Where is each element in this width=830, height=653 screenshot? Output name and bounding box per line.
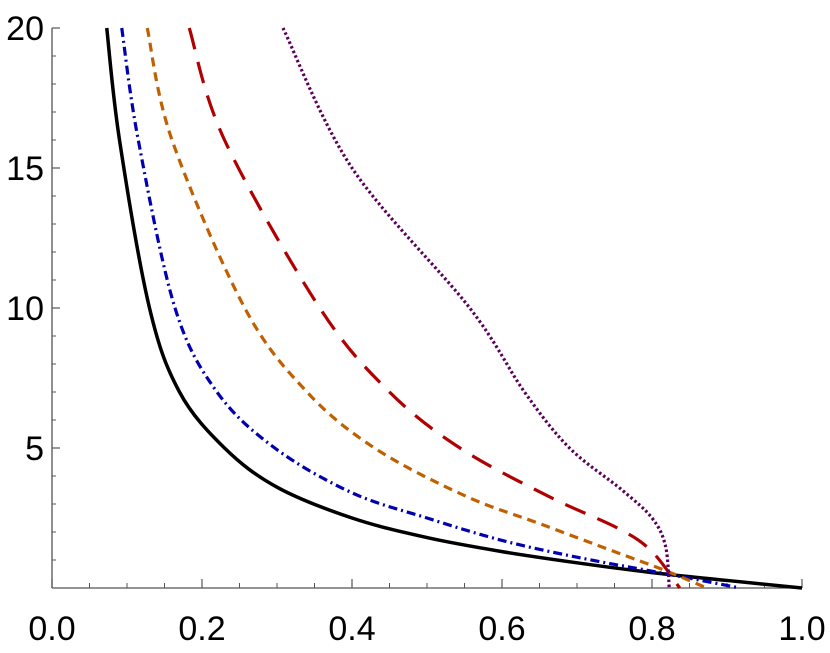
- series-2-short-dash-line: [145, 27, 708, 590]
- x-tick-label: 1.0: [778, 610, 825, 648]
- series-4-dotted-line: [281, 27, 671, 589]
- series-3-long-dash-line: [187, 27, 682, 589]
- x-tick-label: 0.2: [178, 610, 225, 648]
- y-tick-label: 15: [6, 150, 44, 188]
- x-tick-label: 0.0: [28, 610, 75, 648]
- x-tick-label: 0.6: [478, 610, 525, 648]
- y-tick-label: 5: [25, 430, 44, 468]
- curves: [105, 27, 803, 590]
- x-tick-label: 0.8: [628, 610, 675, 648]
- x-tick-label: 0.4: [328, 610, 375, 648]
- y-tick-label: 10: [6, 290, 44, 328]
- series-0-solid-line: [105, 27, 803, 590]
- y-tick-label: 20: [6, 10, 44, 48]
- series-1-dash-dot-line: [120, 27, 741, 590]
- axes: 0.0 0.2 0.4 0.6 0.8 1.0 5 10 15 20: [6, 10, 825, 648]
